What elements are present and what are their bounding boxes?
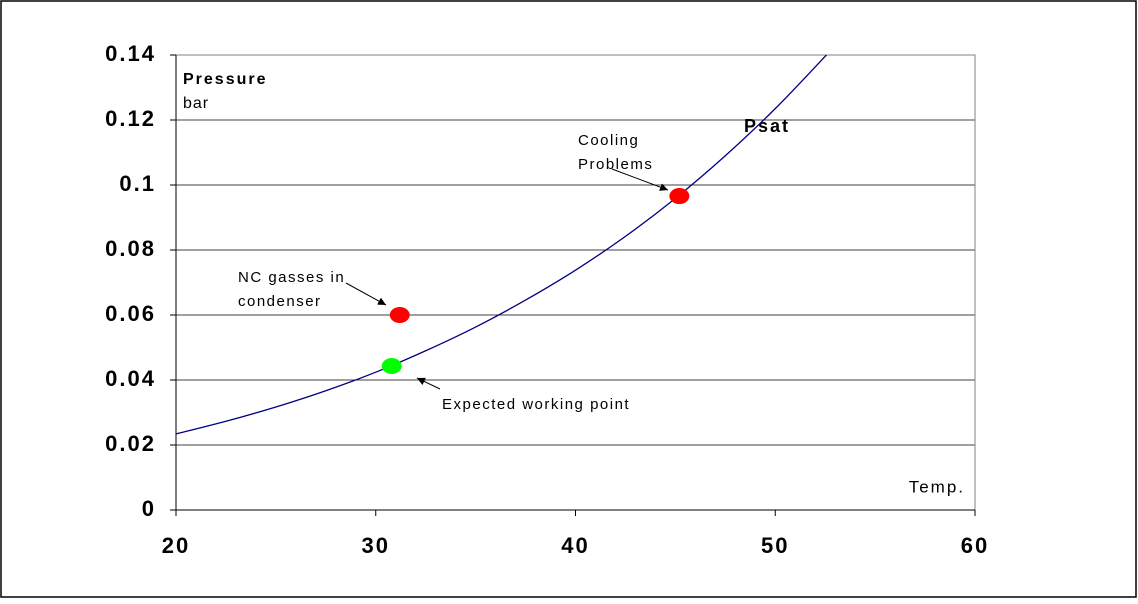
y-tick-label: 0.14 [105, 41, 156, 66]
x-tick-label: 60 [961, 533, 989, 558]
x-tick-label: 30 [362, 533, 390, 558]
y-tick-label: 0.04 [105, 366, 156, 391]
series-label: Psat [744, 116, 790, 136]
line-series [176, 55, 828, 435]
point [669, 188, 690, 205]
y-tick-label: 0 [142, 496, 156, 521]
annotation: Expected working point [442, 396, 630, 413]
x-tick-label: 50 [761, 533, 789, 558]
point [381, 358, 402, 375]
y-tick-label: 0.08 [105, 236, 156, 261]
x-axis-label: Temp. [909, 477, 965, 496]
annotation: condenser [238, 293, 322, 310]
y-axis-label: Pressure [183, 71, 268, 88]
point [389, 307, 410, 323]
x-tick-label: 20 [162, 533, 190, 558]
y-axis-unit: bar [183, 95, 209, 112]
annotation: Problems [578, 156, 653, 173]
y-tick-label: 0.02 [105, 431, 156, 456]
annotation-arrow [611, 168, 669, 191]
y-tick-label: 0.1 [119, 171, 156, 196]
annotation-arrow [345, 282, 387, 306]
annotation: Cooling [578, 132, 639, 149]
y-tick-label: 0.12 [105, 106, 156, 131]
x-tick-label: 40 [561, 533, 589, 558]
y-tick-label: 0.06 [105, 301, 156, 326]
annotation-arrow [416, 377, 441, 390]
annotation: NC gasses in [238, 269, 345, 286]
